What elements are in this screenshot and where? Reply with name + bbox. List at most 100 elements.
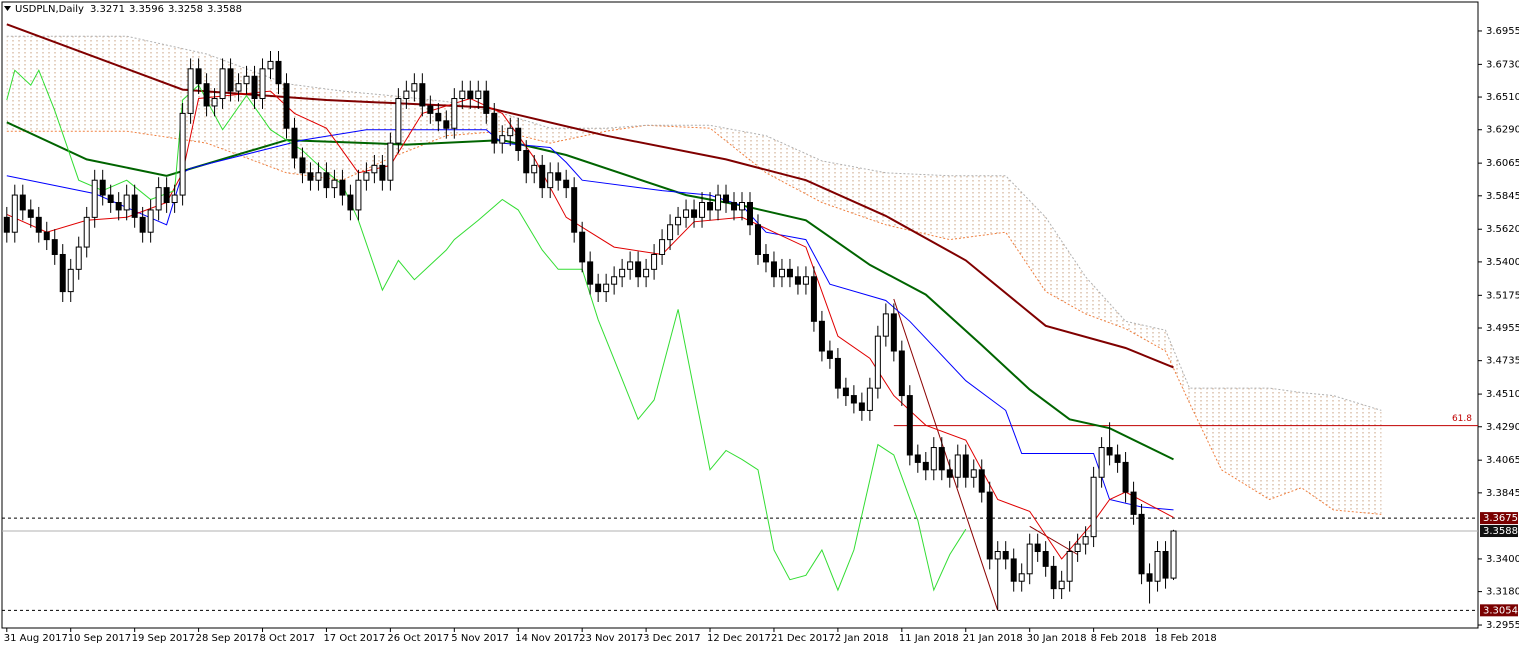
candle-body (323, 172, 330, 189)
candle-body (930, 447, 937, 471)
y-tick-label: 3.6290 (1486, 125, 1519, 136)
y-tick-label: 3.3845 (1486, 488, 1519, 499)
candle-body (211, 98, 218, 107)
y-tick-label: 3.3400 (1486, 554, 1519, 565)
y-tick-label: 3.3180 (1486, 587, 1519, 598)
candle-body (59, 253, 66, 293)
candle-body (147, 209, 154, 233)
trend-line (893, 298, 999, 611)
candle-body (770, 261, 777, 278)
y-tick-label: 3.4290 (1486, 422, 1519, 433)
candle-body (531, 164, 538, 174)
x-tick-label: 12 Dec 2017 (707, 633, 771, 644)
candle-body (363, 172, 370, 181)
candle-body (451, 98, 458, 129)
candle-body (107, 194, 114, 203)
candle-body (946, 469, 953, 478)
y-tick-label: 3.5400 (1486, 257, 1519, 268)
candle-body (99, 179, 106, 196)
candle-body (1098, 447, 1105, 478)
candle-body (1130, 491, 1137, 515)
candle-body (523, 150, 530, 174)
y-tick-label: 3.5845 (1486, 191, 1519, 202)
candle-body (715, 194, 722, 211)
candle-body (123, 194, 130, 211)
candle-body (643, 268, 650, 278)
candle-body (267, 60, 274, 70)
level-label: 3.3675 (1483, 513, 1518, 524)
y-tick-label: 3.2955 (1486, 620, 1519, 631)
candle-body (962, 454, 969, 478)
candle-body (299, 157, 306, 174)
candle-body (818, 320, 825, 352)
candle-body (339, 179, 346, 196)
candle-body (547, 172, 554, 189)
x-tick-label: 23 Nov 2017 (579, 633, 643, 644)
candle-body (331, 179, 338, 189)
candle-body (683, 209, 690, 218)
y-tick-label: 3.4065 (1486, 455, 1519, 466)
header: USDPLN,Daily 3.3271 3.3596 3.3258 3.3588 (15, 4, 242, 15)
candle-body (651, 253, 658, 270)
last-price-label: 3.3588 (1483, 526, 1518, 537)
candle-body (994, 551, 1001, 560)
candle-body (155, 187, 162, 211)
candle-body (866, 387, 873, 411)
candle-body (539, 164, 546, 189)
candle-body (691, 209, 698, 218)
candle-body (3, 216, 10, 233)
x-tick-label: 8 Feb 2018 (1091, 633, 1147, 644)
candle-body (219, 68, 226, 100)
x-tick-label: 14 Nov 2017 (515, 633, 579, 644)
y-tick-label: 3.4735 (1486, 356, 1519, 367)
candle-body (243, 75, 250, 85)
candle-body (611, 276, 618, 285)
candle-body (515, 127, 522, 152)
y-tick-label: 3.4510 (1486, 389, 1519, 400)
candle-body (131, 194, 138, 218)
candle-body (435, 112, 442, 122)
candle-body (802, 276, 809, 285)
candle-body (603, 283, 610, 293)
header-close: 3.3588 (207, 4, 242, 15)
candle-body (922, 461, 929, 471)
candle-body (251, 75, 258, 100)
candle-body (762, 253, 769, 263)
x-tick-label: 30 Jan 2018 (1027, 633, 1087, 644)
candle-body (914, 454, 921, 463)
candle-body (850, 395, 857, 404)
candle-body (179, 112, 186, 196)
candle-body (499, 135, 506, 144)
candle-body (874, 335, 881, 389)
candle-body (635, 261, 642, 278)
candle-body (1106, 447, 1113, 456)
x-tick-label: 26 Oct 2017 (387, 633, 449, 644)
candle-body (898, 350, 905, 397)
candle-body (1146, 573, 1153, 582)
candle-body (1066, 551, 1073, 582)
candle-body (35, 216, 42, 233)
candle-body (1050, 565, 1057, 590)
candle-body (163, 187, 170, 203)
candle-body (858, 402, 865, 411)
candle-body (1042, 551, 1049, 567)
candle-body (1138, 513, 1145, 575)
candle-body (699, 201, 706, 218)
candle-body (1010, 558, 1017, 582)
candle-body (826, 350, 833, 359)
x-tick-label: 5 Nov 2017 (451, 633, 509, 644)
candle-body (571, 187, 578, 233)
candle-body (986, 491, 993, 560)
candle-body (259, 68, 266, 100)
candle-body (387, 142, 394, 181)
x-tick-label: 18 Feb 2018 (1155, 633, 1217, 644)
y-tick-label: 3.5620 (1486, 224, 1519, 235)
x-tick-label: 3 Dec 2017 (643, 633, 701, 644)
candle-body (731, 201, 738, 211)
x-tick-label: 21 Dec 2017 (771, 633, 835, 644)
candle-body (19, 194, 26, 211)
candle-body (563, 179, 570, 189)
header-low: 3.3258 (168, 4, 203, 15)
candle-body (754, 224, 761, 255)
candle-body (667, 224, 674, 241)
